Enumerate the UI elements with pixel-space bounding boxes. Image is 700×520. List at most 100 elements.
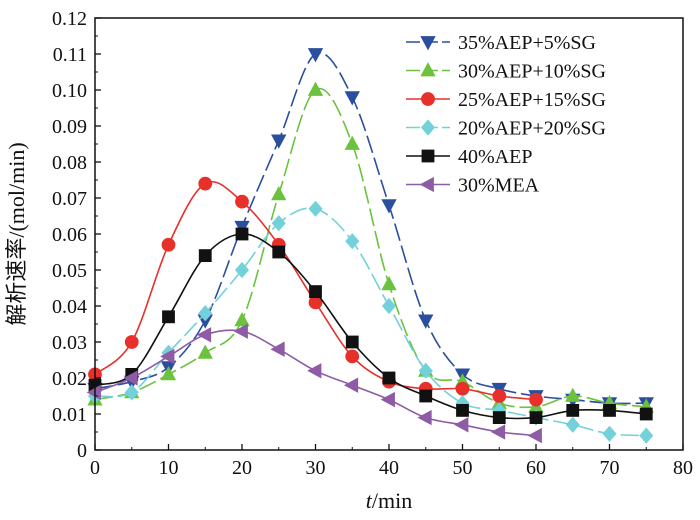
data-point <box>419 389 433 403</box>
legend-item: 40%AEP <box>406 146 532 168</box>
data-point <box>234 261 250 279</box>
data-point <box>271 186 287 201</box>
data-point <box>272 245 286 259</box>
data-point <box>381 276 397 291</box>
data-point <box>307 363 322 379</box>
data-point <box>308 200 323 217</box>
data-point <box>197 344 213 359</box>
data-point <box>603 403 616 417</box>
data-point <box>233 323 248 339</box>
data-point <box>309 285 322 299</box>
legend-label: 25%AEP+15%SG <box>458 89 606 111</box>
legend-item: 35%AEP+5%SG <box>406 32 596 54</box>
y-tick-label: 0.11 <box>53 44 87 66</box>
data-point <box>418 362 433 379</box>
data-point <box>639 427 654 444</box>
x-tick-label: 40 <box>379 457 399 479</box>
y-tick-label: 0.12 <box>52 8 87 30</box>
data-point <box>527 427 542 444</box>
x-tick-label: 80 <box>673 457 693 479</box>
data-point <box>307 81 324 96</box>
legend-label: 30%AEP+10%SG <box>458 61 606 83</box>
data-point <box>270 341 285 357</box>
legend-marker <box>420 62 436 77</box>
legend-label: 40%AEP <box>458 146 532 168</box>
data-point <box>417 409 432 426</box>
legend: 35%AEP+5%SG 30%AEP+10%SG 25%AEP+15%SG 20%AE… <box>406 32 606 197</box>
x-tick-label: 0 <box>90 457 100 479</box>
legend-marker <box>421 149 435 163</box>
y-tick-label: 0.04 <box>52 296 87 318</box>
data-point <box>196 327 212 343</box>
legend-item: 30%AEP+10%SG <box>406 61 606 83</box>
data-point <box>162 310 175 324</box>
data-point <box>124 384 139 401</box>
data-point <box>161 237 176 252</box>
data-point <box>344 135 360 150</box>
x-axis-title-unit: /min <box>372 488 412 513</box>
data-point <box>529 411 543 425</box>
series-line <box>94 329 537 437</box>
data-point <box>565 387 581 402</box>
data-point <box>198 305 213 322</box>
data-point <box>418 314 434 329</box>
data-marks <box>86 48 654 444</box>
data-point <box>123 370 138 386</box>
data-point <box>160 366 177 381</box>
data-point <box>566 403 580 417</box>
data-point <box>198 249 212 263</box>
data-point <box>490 424 506 440</box>
data-point <box>565 416 580 433</box>
data-point <box>271 134 287 149</box>
data-point <box>455 381 470 396</box>
data-point <box>602 425 617 442</box>
x-axis-title-variable: t <box>366 488 373 513</box>
legend-label: 35%AEP+5%SG <box>458 32 596 54</box>
data-point <box>456 403 469 417</box>
x-tick-label: 20 <box>232 457 252 479</box>
legend-marker <box>419 176 434 193</box>
legend-label: 30%MEA <box>458 175 540 197</box>
legend-marker <box>420 36 436 51</box>
data-point <box>492 411 506 425</box>
legend-marker <box>421 92 435 106</box>
data-point <box>492 389 507 403</box>
data-point <box>529 392 543 407</box>
series-line <box>94 87 647 409</box>
data-point <box>198 176 213 191</box>
series-5 <box>88 227 653 425</box>
data-point <box>454 417 469 433</box>
data-point <box>344 91 360 106</box>
axis-ticks: 0 10 20 30 40 50 60 70 80 0 0.01 0.02 0.03 0.04 0.05 0.… <box>52 8 693 479</box>
series-line <box>94 51 647 405</box>
data-point <box>160 348 175 365</box>
legend-label: 20%AEP+20%SG <box>458 118 606 140</box>
legend-item: 25%AEP+15%SG <box>406 89 606 111</box>
series-6 <box>86 323 542 444</box>
x-tick-label: 50 <box>453 457 473 479</box>
data-point <box>382 371 396 385</box>
y-tick-label: 0.01 <box>52 404 87 426</box>
data-point <box>345 233 360 250</box>
series-line <box>94 233 647 420</box>
data-point <box>345 335 359 349</box>
y-tick-label: 0.09 <box>52 116 87 138</box>
y-axis-title: 解析速率/(mol/min) <box>4 142 29 325</box>
data-point <box>381 199 397 214</box>
legend-item: 30%MEA <box>406 175 540 197</box>
y-tick-label: 0 <box>77 440 87 462</box>
y-tick-label: 0.06 <box>52 224 87 246</box>
data-point <box>380 391 395 408</box>
data-point <box>271 215 286 232</box>
data-point <box>235 194 249 209</box>
data-point <box>343 377 359 393</box>
y-tick-label: 0.03 <box>52 332 87 354</box>
y-tick-label: 0.07 <box>52 188 87 210</box>
data-point <box>639 407 653 421</box>
data-point <box>124 335 139 349</box>
x-axis-title: t/min <box>366 488 412 513</box>
y-tick-label: 0.08 <box>52 152 87 174</box>
y-tick-label: 0.02 <box>52 368 87 390</box>
